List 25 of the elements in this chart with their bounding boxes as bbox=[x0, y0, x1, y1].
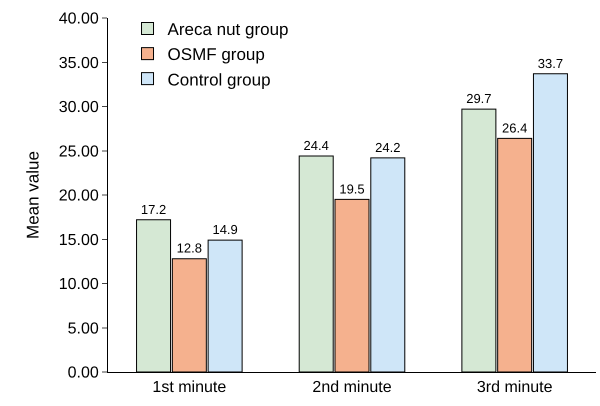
y-tick-label: 15.00 bbox=[58, 232, 99, 249]
data-label: 26.4 bbox=[502, 120, 528, 136]
data-label: 12.8 bbox=[176, 240, 202, 256]
y-tick-label: 10.00 bbox=[58, 276, 99, 294]
data-label: 19.5 bbox=[339, 181, 365, 196]
y-tick-label: 20.00 bbox=[58, 188, 99, 205]
y-tick-label: 5.00 bbox=[68, 320, 99, 338]
x-tick-label: 1st minute bbox=[152, 379, 226, 396]
data-label: 24.4 bbox=[304, 138, 329, 154]
data-label: 29.7 bbox=[466, 91, 492, 106]
data-label: 17.2 bbox=[140, 202, 166, 217]
legend-label: Areca nut group bbox=[168, 20, 288, 40]
y-tick-label: 25.00 bbox=[58, 143, 99, 160]
data-label: 24.2 bbox=[375, 140, 400, 155]
y-axis-title: Mean value bbox=[23, 151, 42, 239]
x-tick-label: 3rd minute bbox=[476, 379, 553, 396]
y-tick-label: 35.00 bbox=[58, 54, 99, 72]
data-label: 14.9 bbox=[212, 222, 238, 238]
data-label: 33.7 bbox=[538, 56, 564, 71]
legend-label: Control group bbox=[168, 70, 271, 90]
y-tick-label: 0.00 bbox=[68, 364, 99, 382]
y-tick-label: 30.00 bbox=[58, 99, 99, 116]
y-tick-label: 40.00 bbox=[58, 10, 99, 28]
x-tick-label: 2nd minute bbox=[312, 379, 392, 396]
legend-label: OSMF group bbox=[168, 45, 265, 64]
